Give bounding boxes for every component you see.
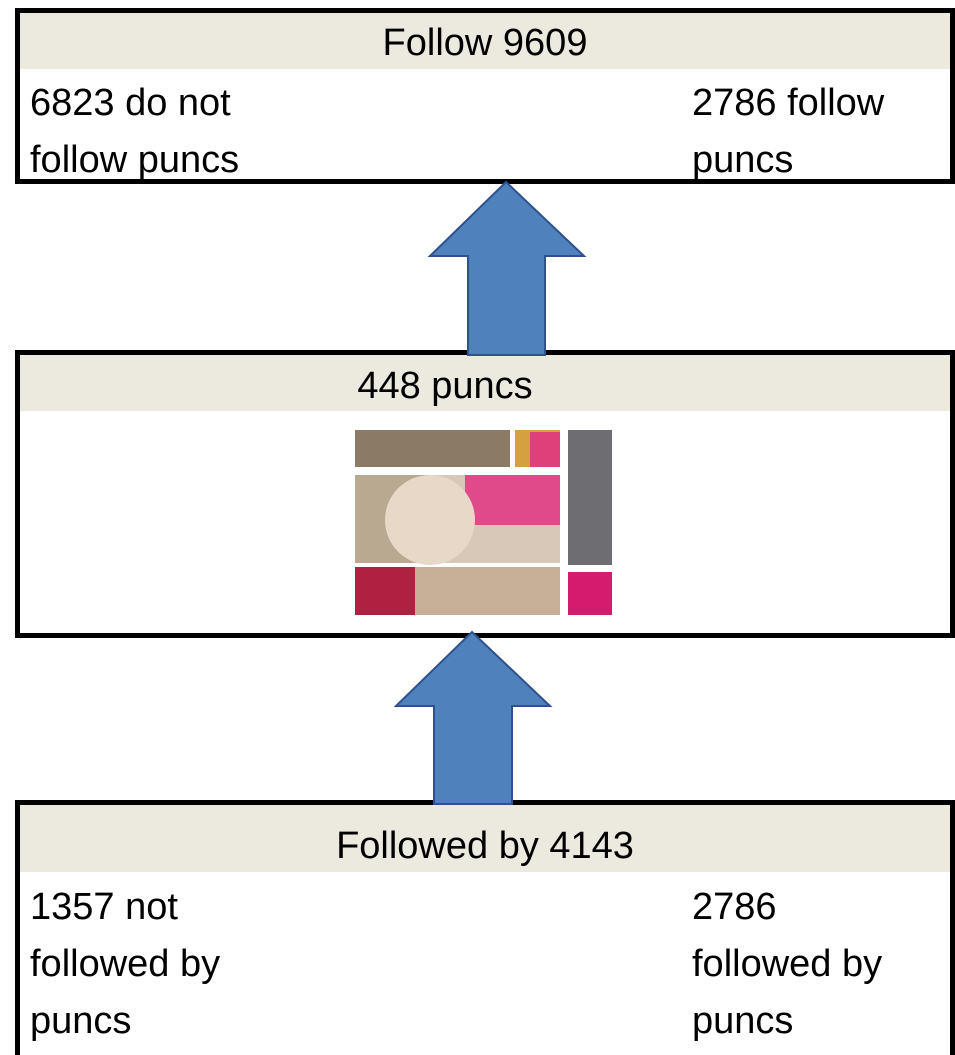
page: {"top": {"title": "Follow 9609", "left":… xyxy=(0,0,955,1043)
portrait-collage xyxy=(355,430,612,615)
arrow-up xyxy=(396,632,550,804)
arrow-up xyxy=(430,182,584,355)
graphics xyxy=(0,0,955,1043)
